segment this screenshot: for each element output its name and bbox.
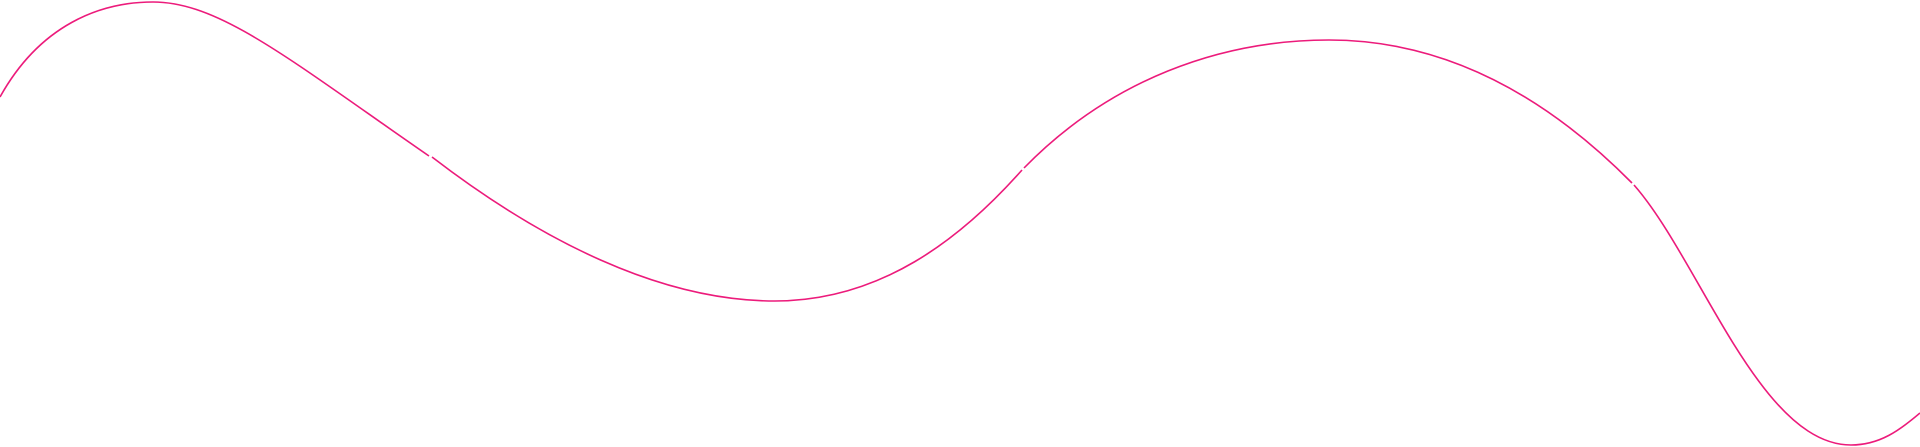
wave-segment-4 [1633, 184, 1920, 446]
wave-segment-1 [0, 1, 430, 157]
wave-segment-3 [1023, 39, 1633, 184]
wave-segment-2 [431, 156, 1023, 302]
